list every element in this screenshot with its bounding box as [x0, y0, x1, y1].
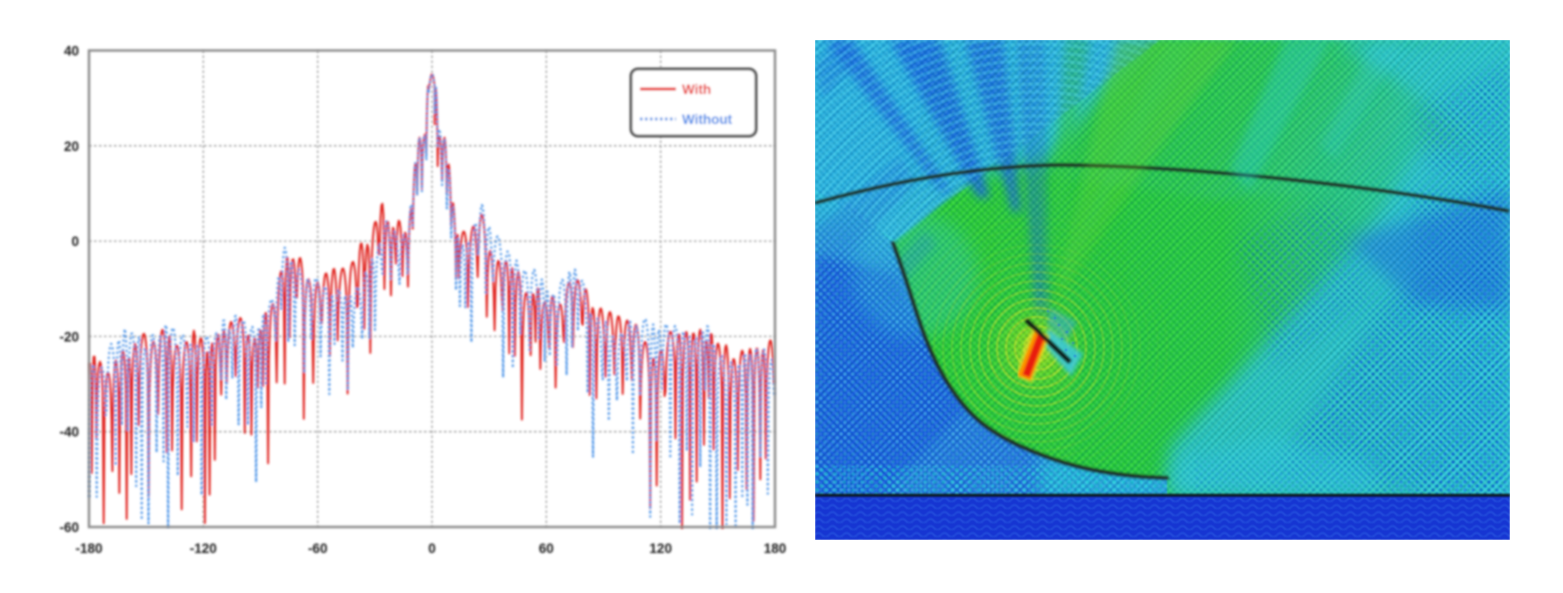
svg-text:180: 180 — [764, 541, 787, 556]
svg-text:-40: -40 — [59, 425, 79, 440]
svg-text:60: 60 — [539, 541, 554, 556]
svg-text:20: 20 — [64, 139, 79, 154]
svg-text:-60: -60 — [308, 541, 328, 556]
svg-text:0: 0 — [428, 541, 436, 556]
svg-text:0: 0 — [71, 234, 79, 249]
svg-text:40: 40 — [64, 44, 79, 59]
svg-text:120: 120 — [649, 541, 672, 556]
svg-text:-120: -120 — [190, 541, 217, 556]
svg-text:With: With — [682, 82, 711, 97]
svg-text:-180: -180 — [75, 541, 102, 556]
svg-text:-60: -60 — [59, 520, 79, 535]
svg-text:Without: Without — [682, 112, 733, 127]
svg-text:-20: -20 — [59, 329, 79, 344]
